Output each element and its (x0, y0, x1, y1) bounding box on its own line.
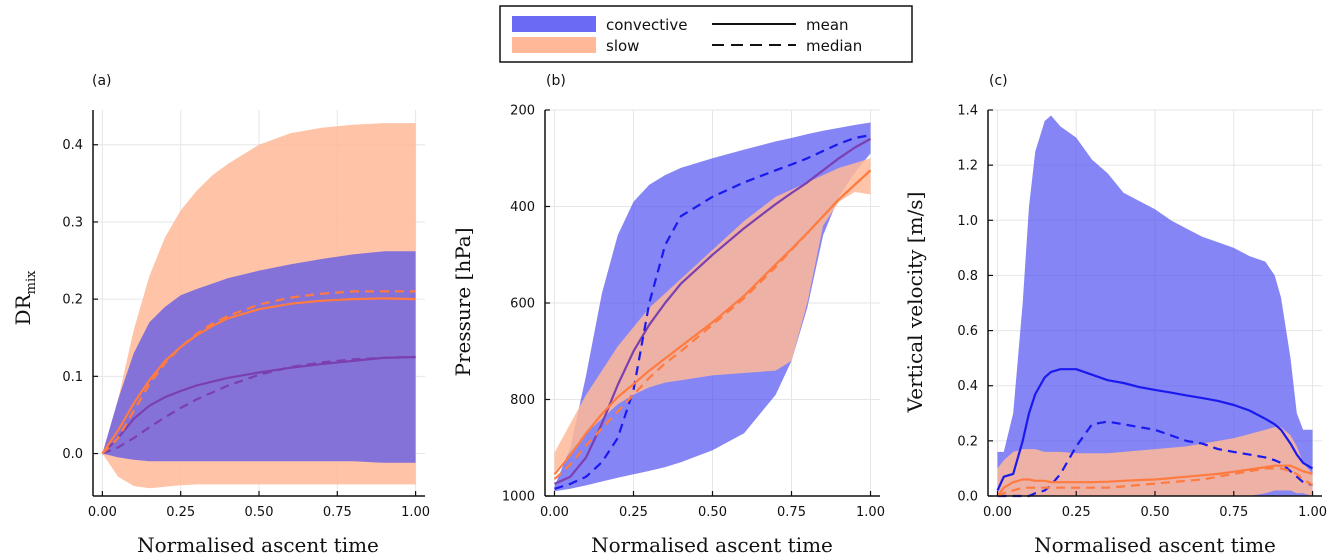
x-tick-label: 0.25 (1062, 505, 1091, 520)
legend-swatch-convective (512, 16, 596, 32)
y-tick-label: 600 (510, 297, 535, 312)
band-convective (102, 251, 416, 463)
panel-b-xlabel: Normalised ascent time (591, 533, 833, 557)
y-tick-label: 1.2 (957, 159, 978, 174)
panel-b-label: (b) (546, 73, 566, 89)
y-tick-label: 0.1 (62, 370, 83, 385)
line-slow-mean (101, 297, 416, 455)
panel-a-ylabel-sub: mix (24, 270, 39, 294)
y-tick-label: 1.0 (957, 214, 978, 229)
x-tick-label: 0.25 (619, 505, 648, 520)
line-convective-mean (101, 355, 416, 455)
y-tick-label: 1000 (502, 490, 535, 505)
y-tick-label: 0.4 (62, 138, 83, 153)
x-tick-label: 0.00 (540, 505, 569, 520)
panel-b-plot: 0.00 0.25 0.50 0.75 1.00 200 400 600 800 1000 (502, 104, 885, 521)
line-convective-mean (554, 137, 872, 485)
panel-b: (b) 0.00 0.25 0.50 0.75 1.00 200 400 600 800 1000… (451, 73, 885, 557)
panel-c: (c) 0.00 0.25 0.50 0.75 1.00 0.0 0.2 0.4 0.6 0.8 1… (903, 73, 1327, 557)
panel-c-xlabel: Normalised ascent time (1034, 533, 1276, 557)
x-tick-label: 0.50 (698, 505, 727, 520)
x-tick-label: 0.75 (1219, 505, 1248, 520)
legend-label-mean: mean (806, 16, 849, 34)
band-slow (997, 427, 1313, 496)
legend-swatch-slow (512, 37, 596, 53)
x-tick-label: 0.00 (983, 505, 1012, 520)
y-tick-label: 0.4 (957, 379, 978, 394)
line-slow-median (553, 169, 872, 480)
panel-a-label: (a) (92, 73, 112, 89)
y-tick-label: 200 (510, 104, 535, 119)
line-convective-mean (996, 368, 1314, 491)
line-slow-median (101, 290, 416, 455)
x-tick-label: 1.00 (1298, 505, 1327, 520)
x-tick-label: 0.50 (1141, 505, 1170, 520)
line-convective-median (102, 355, 416, 455)
panel-a-ylabel-main: DR (11, 293, 35, 325)
y-tick-label: 0.6 (957, 324, 978, 339)
y-tick-label: 0.2 (62, 293, 83, 308)
y-tick-label: 1.4 (957, 104, 978, 119)
y-tick-label: 0.0 (957, 490, 978, 505)
x-tick-label: 1.00 (401, 505, 430, 520)
panel-a-xlabel: Normalised ascent time (137, 533, 379, 557)
band-slow (554, 158, 871, 472)
line-convective-median (997, 420, 1313, 498)
y-tick-label: 0.3 (62, 215, 83, 230)
legend: convective slow mean median (499, 5, 913, 63)
panel-a-plot: 0.00 0.25 0.50 0.75 1.00 0.0 0.1 0.2 0.3 0.4 (62, 110, 430, 520)
legend-label-slow: slow (606, 37, 639, 55)
panel-b-ylabel: Pressure [hPa] (451, 228, 475, 377)
y-tick-label: 400 (510, 200, 535, 215)
line-convective-median (554, 134, 871, 490)
y-tick-label: 0.0 (62, 447, 83, 462)
panel-a-ylabel: DRmix (11, 270, 39, 326)
x-tick-label: 0.75 (777, 505, 806, 520)
legend-label-median: median (806, 37, 862, 55)
panel-c-label: (c) (989, 73, 1008, 89)
x-tick-label: 0.75 (323, 505, 352, 520)
y-tick-label: 800 (510, 393, 535, 408)
y-tick-label: 0.8 (957, 269, 978, 284)
panel-c-ylabel: Vertical velocity [m/s] (903, 192, 927, 414)
legend-label-convective: convective (606, 16, 687, 34)
line-slow-mean (996, 464, 1313, 497)
panel-c-plot: 0.00 0.25 0.50 0.75 1.00 0.0 0.2 0.4 0.6 0.8 1.0 1.… (957, 104, 1327, 521)
x-tick-label: 0.25 (166, 505, 195, 520)
y-tick-label: 0.2 (957, 434, 978, 449)
band-convective (997, 115, 1313, 496)
x-tick-label: 0.50 (245, 505, 274, 520)
panel-a: (a) 0.00 0.25 0.50 0.75 1.000.00.10.20.30.4 … (11, 73, 430, 557)
x-tick-label: 1.00 (856, 505, 885, 520)
x-tick-label: 0.00 (88, 505, 117, 520)
line-slow-median (997, 467, 1314, 498)
